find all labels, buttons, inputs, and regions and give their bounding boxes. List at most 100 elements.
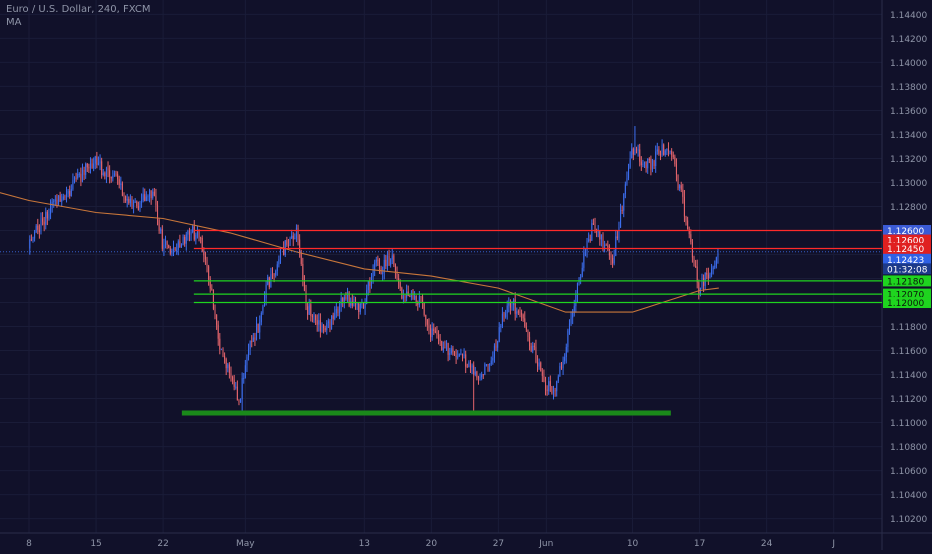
candle-body — [378, 260, 380, 268]
candle-body — [259, 322, 261, 333]
candle-body — [492, 357, 494, 361]
candle-body — [482, 374, 484, 376]
candle-body — [180, 244, 183, 248]
candle-body — [307, 306, 309, 315]
candle-body — [517, 311, 519, 313]
candle-body — [695, 266, 697, 268]
candle-body — [589, 239, 591, 241]
candle-body — [701, 277, 703, 288]
candle-body — [501, 313, 503, 327]
candle-body — [672, 154, 674, 157]
candle-body — [182, 236, 184, 245]
candle-body — [337, 309, 339, 314]
candle-body — [172, 247, 175, 250]
candle-body — [651, 160, 654, 170]
candle-body — [254, 337, 256, 340]
x-tick-label: Jun — [538, 539, 553, 549]
price-marker-badge — [883, 224, 931, 236]
candle-body — [410, 294, 412, 297]
y-tick-label: 1.13600 — [890, 107, 927, 117]
candle-body — [303, 280, 305, 291]
candle-body — [608, 246, 610, 256]
candle-body — [446, 342, 448, 348]
candle-body — [715, 257, 717, 266]
candle-body — [32, 238, 34, 241]
candle-body — [430, 328, 432, 338]
candle-body — [545, 381, 547, 390]
candle-body — [190, 231, 192, 235]
candle-body — [249, 341, 251, 350]
candle-body — [575, 295, 577, 307]
candle-body — [157, 205, 159, 221]
candle-body — [158, 220, 160, 231]
candle-body — [648, 158, 650, 160]
candle-body — [636, 148, 638, 150]
candle-body — [551, 386, 553, 394]
candle-body — [50, 205, 52, 214]
candle-body — [233, 379, 235, 387]
candle-body — [540, 362, 542, 372]
candle-body — [690, 234, 692, 242]
candle-body — [541, 371, 543, 376]
candle-body — [163, 244, 165, 249]
candle-body — [195, 234, 197, 240]
candle-body — [67, 190, 69, 194]
candle-body — [402, 296, 404, 299]
price-marker-label: 1.12423 — [887, 256, 924, 266]
candle-body — [308, 304, 310, 315]
candle-body — [538, 362, 540, 367]
candle-body — [394, 264, 396, 273]
candle-body — [699, 287, 701, 296]
candle-body — [268, 277, 270, 288]
candle-body — [169, 248, 171, 254]
candle-body — [514, 299, 516, 314]
candle-body — [666, 149, 668, 151]
y-tick-label: 1.10800 — [890, 443, 927, 453]
candle-body — [586, 240, 588, 252]
y-tick-label: 1.12800 — [890, 203, 927, 213]
candle-body — [45, 211, 47, 225]
candle-body — [679, 185, 681, 189]
candle-body — [120, 183, 122, 185]
candle-body — [640, 161, 642, 166]
candle-body — [386, 256, 388, 267]
candle-body — [203, 251, 205, 256]
candle-body — [291, 235, 293, 238]
candle-body — [366, 289, 368, 304]
candle-body — [477, 377, 479, 379]
candle-body — [546, 389, 548, 392]
x-tick-label: 22 — [157, 539, 168, 549]
candle-body — [200, 237, 202, 239]
candle-body — [588, 239, 590, 241]
price-marker-label: 1.12070 — [887, 291, 924, 301]
candle-body — [564, 357, 566, 362]
candle-body — [364, 303, 366, 309]
candle-body — [105, 168, 107, 177]
candle-body — [457, 356, 459, 358]
candle-body — [206, 259, 208, 267]
candle-body — [121, 183, 123, 196]
candle-body — [661, 144, 663, 155]
candle-body — [96, 156, 98, 165]
x-tick-label: 15 — [90, 539, 101, 549]
candle-body — [557, 376, 559, 382]
candle-body — [658, 149, 660, 154]
candle-body — [34, 232, 36, 239]
candle-body — [292, 235, 294, 240]
candle-body — [706, 272, 708, 275]
candle-body — [212, 289, 214, 309]
candle-body — [560, 366, 563, 369]
candle-body — [192, 226, 194, 232]
candle-body — [334, 313, 336, 319]
candle-body — [431, 328, 433, 338]
candle-body — [134, 201, 136, 203]
candle-body — [687, 220, 689, 230]
candle-body — [602, 234, 604, 248]
candle-body — [532, 345, 534, 352]
candle-body — [113, 173, 115, 176]
candle-body — [377, 259, 379, 261]
candle-body — [693, 257, 695, 267]
candle-body — [188, 230, 190, 235]
